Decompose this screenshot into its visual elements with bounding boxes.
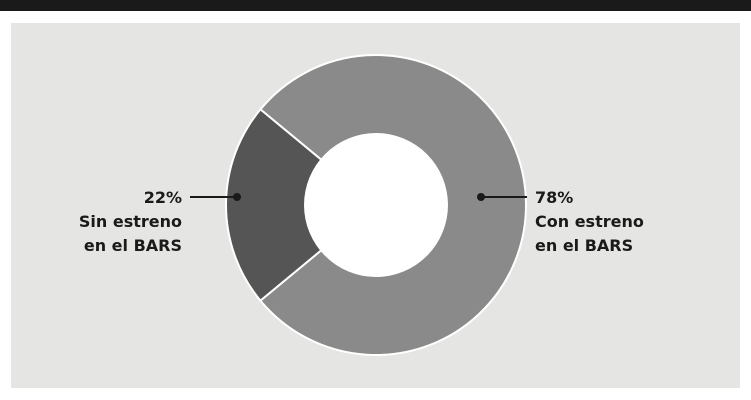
- top-rule: [0, 0, 751, 11]
- donut-hole: [304, 133, 448, 277]
- donut-slice-2: [225, 107, 378, 303]
- slice-1-percent-label: 78%: [535, 188, 573, 207]
- callouts-layer: 78% Con estreno en el BARS 22% Sin estreno en…: [79, 188, 644, 255]
- callout-dot-2: [233, 193, 241, 201]
- slice-1-category-label: en el BARS: [535, 236, 633, 255]
- slice-2-category-label: Sin estreno: [79, 212, 182, 231]
- slice-2-percent-label: 22%: [144, 188, 182, 207]
- callout-dot-1: [477, 193, 485, 201]
- slice-2-category-label: en el BARS: [84, 236, 182, 255]
- slice-1-category-label: Con estreno: [535, 212, 644, 231]
